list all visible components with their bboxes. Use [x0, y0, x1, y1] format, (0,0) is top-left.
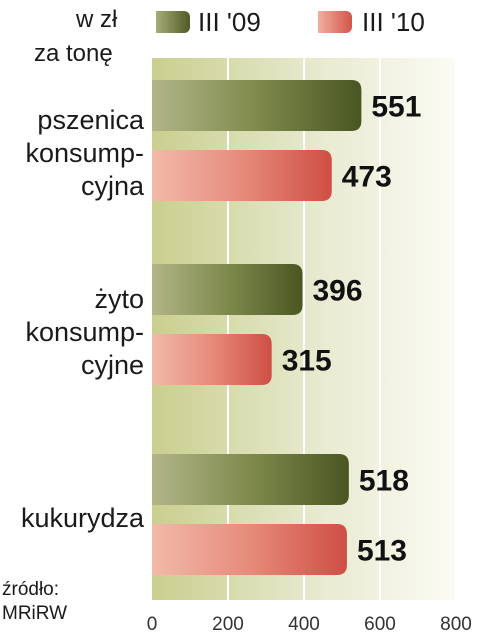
bar-2009-cat2	[152, 264, 303, 315]
bar-2010-cat1	[152, 150, 332, 201]
bar-2010-cat2	[152, 334, 272, 385]
category-label-pszenica-line3: cyjna	[80, 170, 144, 201]
category-label-pszenica: pszenica konsump- cyjna	[25, 104, 144, 203]
legend-label-2009: III '09	[198, 7, 261, 37]
value-label-2010-cat3: 513	[357, 535, 407, 568]
bars	[152, 80, 362, 575]
x-tick-label-0: 0	[147, 614, 158, 635]
value-label-2009-cat1: 551	[371, 91, 421, 124]
source-line2: MRiRW	[2, 602, 68, 624]
category-label-kukurydza-line1: kukurydza	[20, 503, 144, 533]
value-label-2010-cat1: 473	[342, 161, 392, 194]
bar-2009-cat3	[152, 454, 349, 505]
category-label-pszenica-line2: konsump-	[25, 137, 144, 168]
value-label-2009-cat3: 518	[359, 465, 409, 498]
legend-label-2010: III '10	[362, 7, 425, 37]
x-tick-label-200: 200	[212, 614, 244, 635]
unit-label-line2: za tonę	[34, 40, 113, 67]
source-line1: źródło:	[2, 579, 60, 600]
bar-2009-cat1	[152, 80, 362, 131]
unit-label-line1: w zł	[76, 6, 118, 33]
x-tick-label-400: 400	[288, 614, 320, 635]
category-label-zyto-line2: konsump-	[25, 316, 144, 347]
category-label-pszenica-line1: pszenica	[37, 105, 144, 135]
bar-2010-cat3	[152, 524, 347, 575]
x-tick-label-600: 600	[364, 614, 396, 635]
gridlines	[227, 58, 457, 600]
category-label-zyto-line1: żyto	[94, 284, 144, 314]
source-note: źródło: MRiRW	[2, 578, 67, 626]
legend-swatch-2009	[156, 11, 190, 33]
value-label-2009-cat2: 396	[312, 275, 362, 308]
value-labels: 551 396 518 473 315 513	[282, 91, 422, 568]
legend-swatch-2010	[318, 11, 352, 33]
x-axis-ticks: 0 200 400 600 800	[147, 614, 472, 635]
x-tick-label-800: 800	[440, 614, 472, 635]
category-label-zyto-line3: cyjne	[80, 349, 144, 380]
category-label-zyto: żyto konsump- cyjne	[25, 283, 144, 382]
value-label-2010-cat2: 315	[282, 345, 332, 378]
category-label-kukurydza: kukurydza	[21, 502, 144, 535]
